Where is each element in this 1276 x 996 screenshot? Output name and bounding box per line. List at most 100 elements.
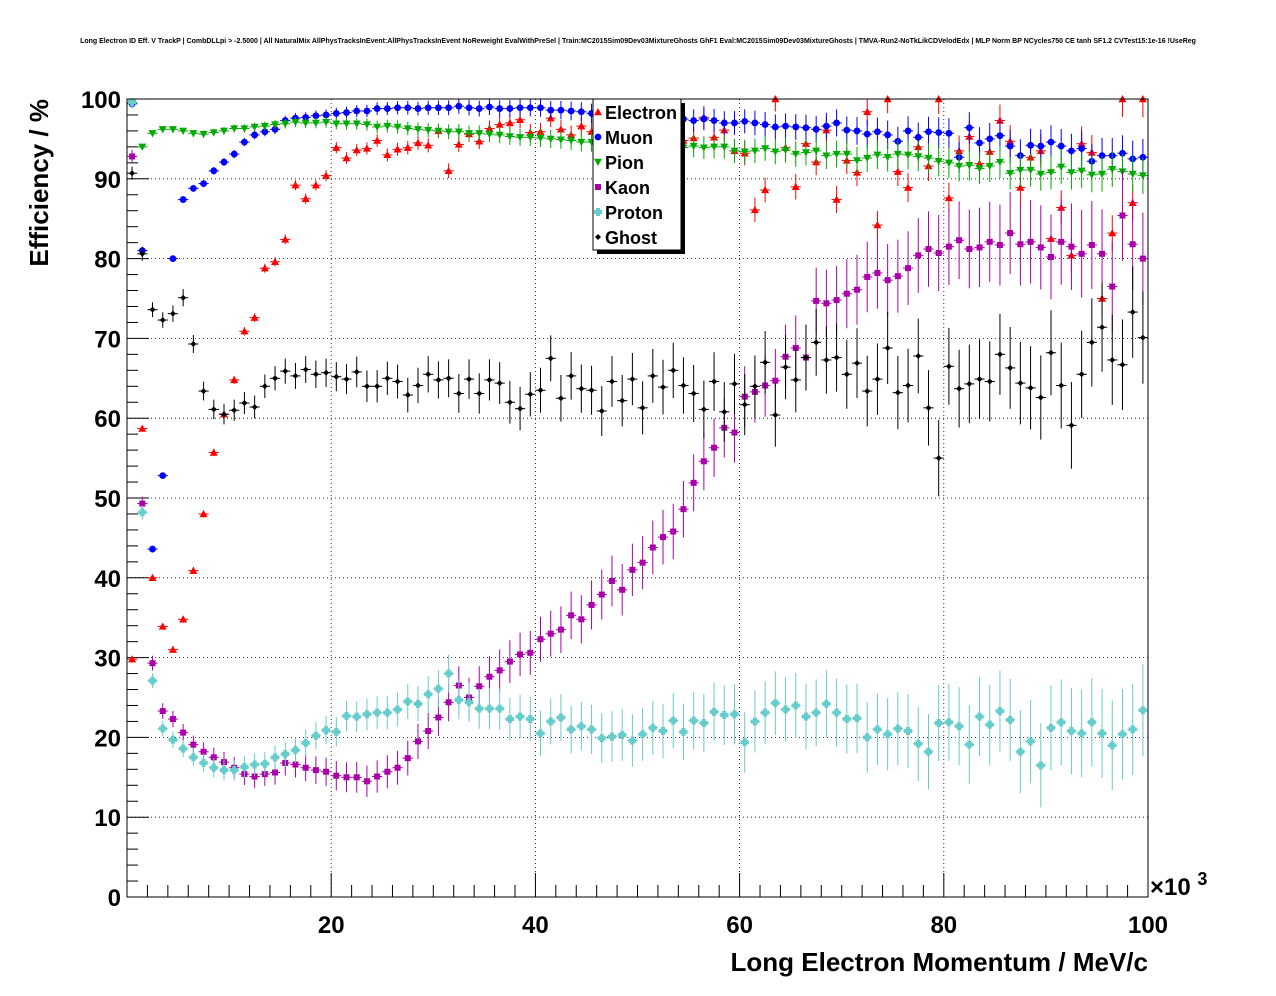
data-point [975,165,984,173]
data-point [230,125,239,133]
data-point [720,711,729,720]
data-point [710,707,719,716]
data-point [312,112,320,120]
data-point [781,705,790,714]
legend-entry-muon: Muon [594,128,653,148]
y-tick-label: 60 [94,406,121,433]
data-point [486,103,493,111]
data-point [1058,382,1065,389]
data-point [179,196,187,203]
data-point [322,111,330,119]
data-point [1087,718,1096,727]
data-point [832,195,841,203]
data-point [772,412,779,419]
data-point [578,385,585,392]
data-point [352,146,361,154]
data-point [454,128,463,136]
y-tick-label: 70 [94,326,121,353]
data-point [219,127,228,135]
data-point [996,132,1004,140]
data-point [607,732,616,741]
data-point [413,126,422,134]
data-point [414,738,421,745]
data-point [853,714,862,723]
data-point [670,528,677,535]
data-point [505,715,514,724]
data-point [311,119,320,127]
data-point [374,773,381,780]
data-point [1057,718,1066,727]
data-point [138,508,147,517]
data-point [209,448,218,456]
data-point [577,722,586,731]
data-point [343,109,350,116]
data-point [271,257,280,265]
data-point [342,120,351,128]
data-point [965,740,974,749]
data-point [526,715,535,724]
data-point [516,115,525,123]
data-point [1108,166,1117,174]
data-point [659,727,668,736]
data-point [782,122,789,130]
data-point [373,136,382,144]
data-point [1067,727,1076,736]
data-point [169,310,176,317]
data-point [750,205,759,214]
data-point [853,127,861,135]
data-point [791,150,800,159]
data-point [1119,361,1126,368]
data-point [435,376,442,383]
data-point [281,120,290,128]
data-point [771,123,779,131]
data-point [168,735,177,744]
data-point [251,404,258,411]
data-point [189,566,198,574]
data-point [813,339,820,346]
data-point [874,128,881,136]
data-point [363,383,370,390]
data-point [547,630,554,637]
data-point [914,133,922,141]
legend-marker [594,108,602,116]
data-point [771,699,780,708]
data-point [587,725,596,734]
data-point [568,612,575,619]
data-point [823,356,830,363]
data-point [1129,309,1136,316]
data-point [812,125,820,133]
y-tick-label: 50 [94,486,121,513]
data-point [730,710,739,719]
data-point [1119,149,1126,157]
legend: Electron Muon Pion Kaon Proton Ghost [592,98,685,254]
data-point [179,744,188,753]
data-point [762,359,769,366]
data-point [476,390,483,397]
data-point [966,246,973,253]
data-point [139,250,146,257]
data-point [271,125,279,133]
data-point [1099,324,1106,331]
data-point [169,255,177,262]
data-point [934,719,943,728]
data-point [1016,747,1025,756]
x-tick-label: 80 [930,912,957,939]
data-point [332,120,341,128]
data-point [291,746,300,755]
series-kaon [127,149,1148,798]
data-point [740,738,749,747]
data-point [996,242,1003,249]
data-point [699,144,708,152]
data-point [210,754,217,761]
data-point [424,690,433,699]
data-point [292,372,299,379]
data-point [425,371,432,378]
data-point [547,106,555,114]
data-point [373,105,381,112]
data-point [404,392,411,399]
data-point [434,684,443,693]
data-point [537,636,544,643]
data-point [975,712,984,721]
data-point [424,126,433,135]
